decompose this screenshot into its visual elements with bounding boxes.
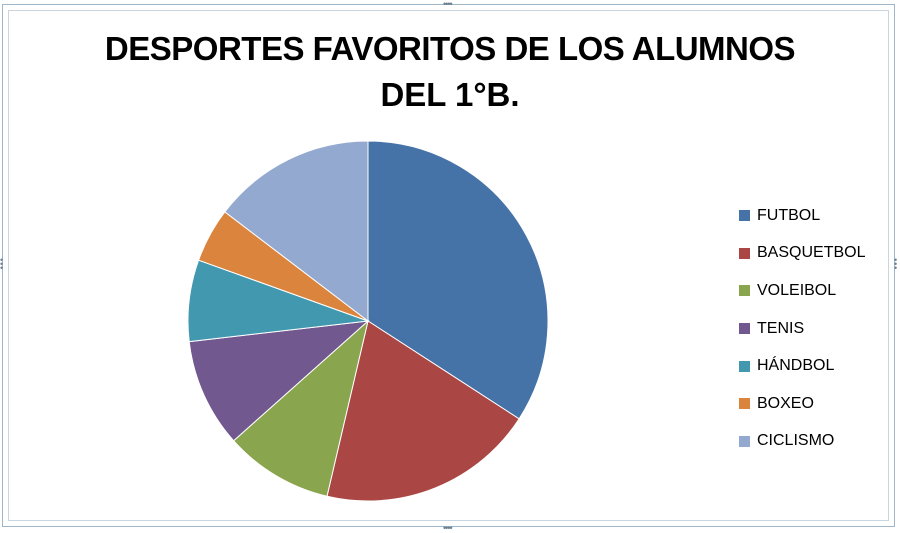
legend-swatch xyxy=(739,323,750,335)
resize-handle-bottom[interactable]: •••• xyxy=(443,523,453,533)
pie-slice-ciclismo[interactable] xyxy=(224,140,369,323)
plot-border xyxy=(8,10,889,521)
chart-title-line2: DEL 1°B. xyxy=(380,76,520,113)
legend-item-voleibol[interactable]: VOLEIBOL xyxy=(739,272,865,310)
legend-label: TENIS xyxy=(757,319,805,337)
legend-item-hándbol[interactable]: HÁNDBOL xyxy=(739,347,865,385)
legend-item-basquetbol[interactable]: BASQUETBOL xyxy=(739,235,865,273)
legend-item-tenis[interactable]: TENIS xyxy=(739,310,865,348)
legend-item-futbol[interactable]: FUTBOL xyxy=(739,197,865,235)
legend-label: BOXEO xyxy=(757,394,814,412)
legend-swatch xyxy=(739,435,750,447)
pie-slice-futbol[interactable] xyxy=(367,140,549,420)
legend-swatch xyxy=(739,285,750,297)
legend-swatch xyxy=(739,398,750,410)
legend: FUTBOL BASQUETBOL VOLEIBOL TENIS HÁNDBOL BOXE… xyxy=(739,197,865,460)
legend-item-boxeo[interactable]: BOXEO xyxy=(739,385,865,423)
legend-label: CICLISMO xyxy=(757,432,835,450)
legend-label: BASQUETBOL xyxy=(757,244,866,262)
legend-item-ciclismo[interactable]: CICLISMO xyxy=(739,423,865,461)
chart-title-line1: DESPORTES FAVORITOS DE LOS ALUMNOS xyxy=(104,30,796,67)
pie-slice-basquetbol[interactable] xyxy=(326,320,520,502)
legend-swatch xyxy=(739,210,750,222)
legend-label: HÁNDBOL xyxy=(757,357,835,375)
resize-handle-top[interactable]: •••• xyxy=(443,0,453,9)
resize-handle-left[interactable]: • • • xyxy=(0,255,3,273)
legend-swatch xyxy=(739,360,750,372)
legend-swatch xyxy=(739,247,750,259)
resize-handle-right[interactable]: • • • xyxy=(894,255,897,273)
pie-slice-voleibol[interactable] xyxy=(232,319,369,497)
legend-label: FUTBOL xyxy=(757,206,821,224)
legend-label: VOLEIBOL xyxy=(757,281,837,299)
pie-slice-tenis[interactable] xyxy=(188,320,370,442)
